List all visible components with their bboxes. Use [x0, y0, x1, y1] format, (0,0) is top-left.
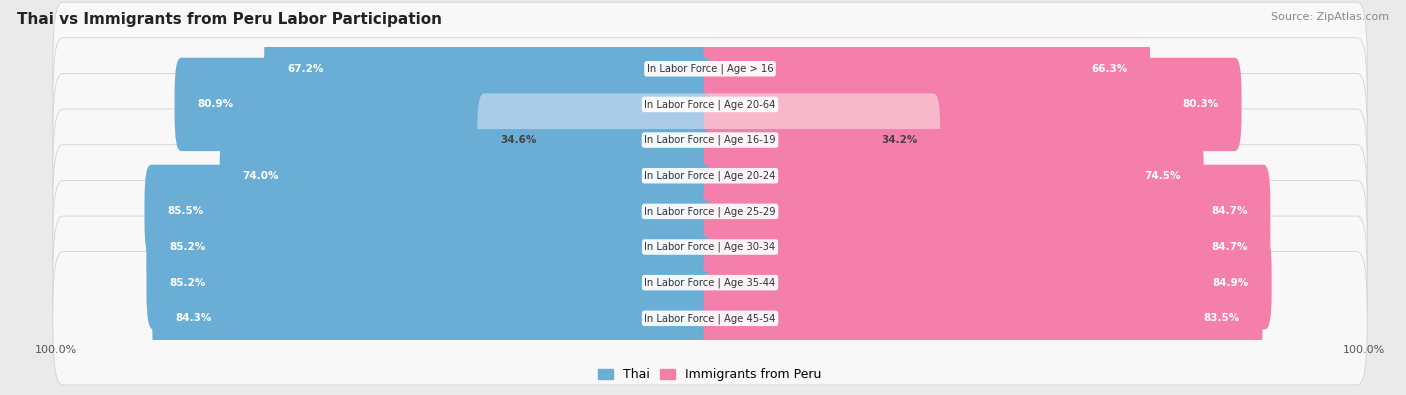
Text: 85.2%: 85.2%	[169, 242, 205, 252]
Text: In Labor Force | Age 20-24: In Labor Force | Age 20-24	[644, 171, 776, 181]
Legend: Thai, Immigrants from Peru: Thai, Immigrants from Peru	[593, 363, 827, 386]
FancyBboxPatch shape	[146, 236, 717, 329]
FancyBboxPatch shape	[703, 22, 1150, 115]
FancyBboxPatch shape	[152, 272, 717, 365]
Text: In Labor Force | Age 30-34: In Labor Force | Age 30-34	[644, 242, 776, 252]
Text: 83.5%: 83.5%	[1204, 313, 1240, 324]
FancyBboxPatch shape	[53, 73, 1367, 207]
Text: 74.5%: 74.5%	[1144, 171, 1181, 181]
FancyBboxPatch shape	[145, 165, 717, 258]
Text: In Labor Force | Age 20-64: In Labor Force | Age 20-64	[644, 99, 776, 110]
Text: 80.9%: 80.9%	[197, 100, 233, 109]
Text: In Labor Force | Age 35-44: In Labor Force | Age 35-44	[644, 277, 776, 288]
Text: 84.7%: 84.7%	[1211, 242, 1247, 252]
Text: 84.3%: 84.3%	[176, 313, 212, 324]
Text: 85.2%: 85.2%	[169, 278, 205, 288]
Text: 80.3%: 80.3%	[1182, 100, 1219, 109]
FancyBboxPatch shape	[53, 109, 1367, 243]
Text: 66.3%: 66.3%	[1091, 64, 1128, 74]
Text: In Labor Force | Age 16-19: In Labor Force | Age 16-19	[644, 135, 776, 145]
Text: In Labor Force | Age 25-29: In Labor Force | Age 25-29	[644, 206, 776, 216]
FancyBboxPatch shape	[703, 236, 1271, 329]
FancyBboxPatch shape	[53, 145, 1367, 278]
FancyBboxPatch shape	[703, 200, 1271, 294]
FancyBboxPatch shape	[703, 272, 1263, 365]
FancyBboxPatch shape	[146, 200, 717, 294]
FancyBboxPatch shape	[219, 129, 717, 222]
FancyBboxPatch shape	[174, 58, 717, 151]
FancyBboxPatch shape	[53, 181, 1367, 314]
FancyBboxPatch shape	[477, 93, 717, 187]
Text: 85.5%: 85.5%	[167, 206, 204, 216]
FancyBboxPatch shape	[703, 165, 1271, 258]
FancyBboxPatch shape	[703, 93, 941, 187]
FancyBboxPatch shape	[53, 252, 1367, 385]
FancyBboxPatch shape	[53, 216, 1367, 349]
FancyBboxPatch shape	[264, 22, 717, 115]
Text: Thai vs Immigrants from Peru Labor Participation: Thai vs Immigrants from Peru Labor Parti…	[17, 12, 441, 27]
Text: 84.7%: 84.7%	[1211, 206, 1247, 216]
Text: 74.0%: 74.0%	[243, 171, 278, 181]
Text: 34.2%: 34.2%	[882, 135, 917, 145]
Text: 34.6%: 34.6%	[501, 135, 537, 145]
FancyBboxPatch shape	[53, 2, 1367, 135]
Text: 84.9%: 84.9%	[1212, 278, 1249, 288]
FancyBboxPatch shape	[53, 38, 1367, 171]
Text: Source: ZipAtlas.com: Source: ZipAtlas.com	[1271, 12, 1389, 22]
FancyBboxPatch shape	[703, 129, 1204, 222]
FancyBboxPatch shape	[703, 58, 1241, 151]
Text: 67.2%: 67.2%	[287, 64, 323, 74]
Text: In Labor Force | Age > 16: In Labor Force | Age > 16	[647, 64, 773, 74]
Text: In Labor Force | Age 45-54: In Labor Force | Age 45-54	[644, 313, 776, 324]
